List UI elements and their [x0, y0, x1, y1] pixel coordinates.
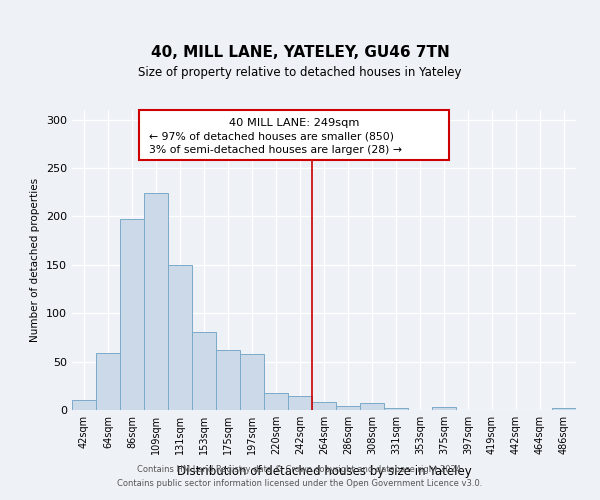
Text: ← 97% of detached houses are smaller (850): ← 97% of detached houses are smaller (85… [149, 132, 394, 141]
Bar [432, 407, 456, 410]
Bar [120, 220, 144, 410]
Bar [384, 408, 408, 410]
Text: Contains HM Land Registry data © Crown copyright and database right 2024.
Contai: Contains HM Land Registry data © Crown c… [118, 466, 482, 487]
Bar [360, 403, 384, 410]
Text: 40 MILL LANE: 249sqm: 40 MILL LANE: 249sqm [229, 118, 359, 128]
Bar [336, 406, 360, 410]
Bar [240, 354, 264, 410]
FancyBboxPatch shape [139, 110, 449, 160]
Bar [288, 396, 312, 410]
Bar [192, 332, 216, 410]
Bar [144, 193, 168, 410]
Text: Size of property relative to detached houses in Yateley: Size of property relative to detached ho… [138, 66, 462, 79]
Bar [552, 408, 576, 410]
Bar [72, 400, 96, 410]
Bar [168, 265, 192, 410]
Text: 40, MILL LANE, YATELEY, GU46 7TN: 40, MILL LANE, YATELEY, GU46 7TN [151, 45, 449, 60]
Bar [216, 350, 240, 410]
Bar [264, 392, 288, 410]
Bar [96, 353, 120, 410]
Y-axis label: Number of detached properties: Number of detached properties [31, 178, 40, 342]
Text: 3% of semi-detached houses are larger (28) →: 3% of semi-detached houses are larger (2… [149, 145, 402, 155]
Bar [312, 402, 336, 410]
X-axis label: Distribution of detached houses by size in Yateley: Distribution of detached houses by size … [176, 466, 472, 478]
